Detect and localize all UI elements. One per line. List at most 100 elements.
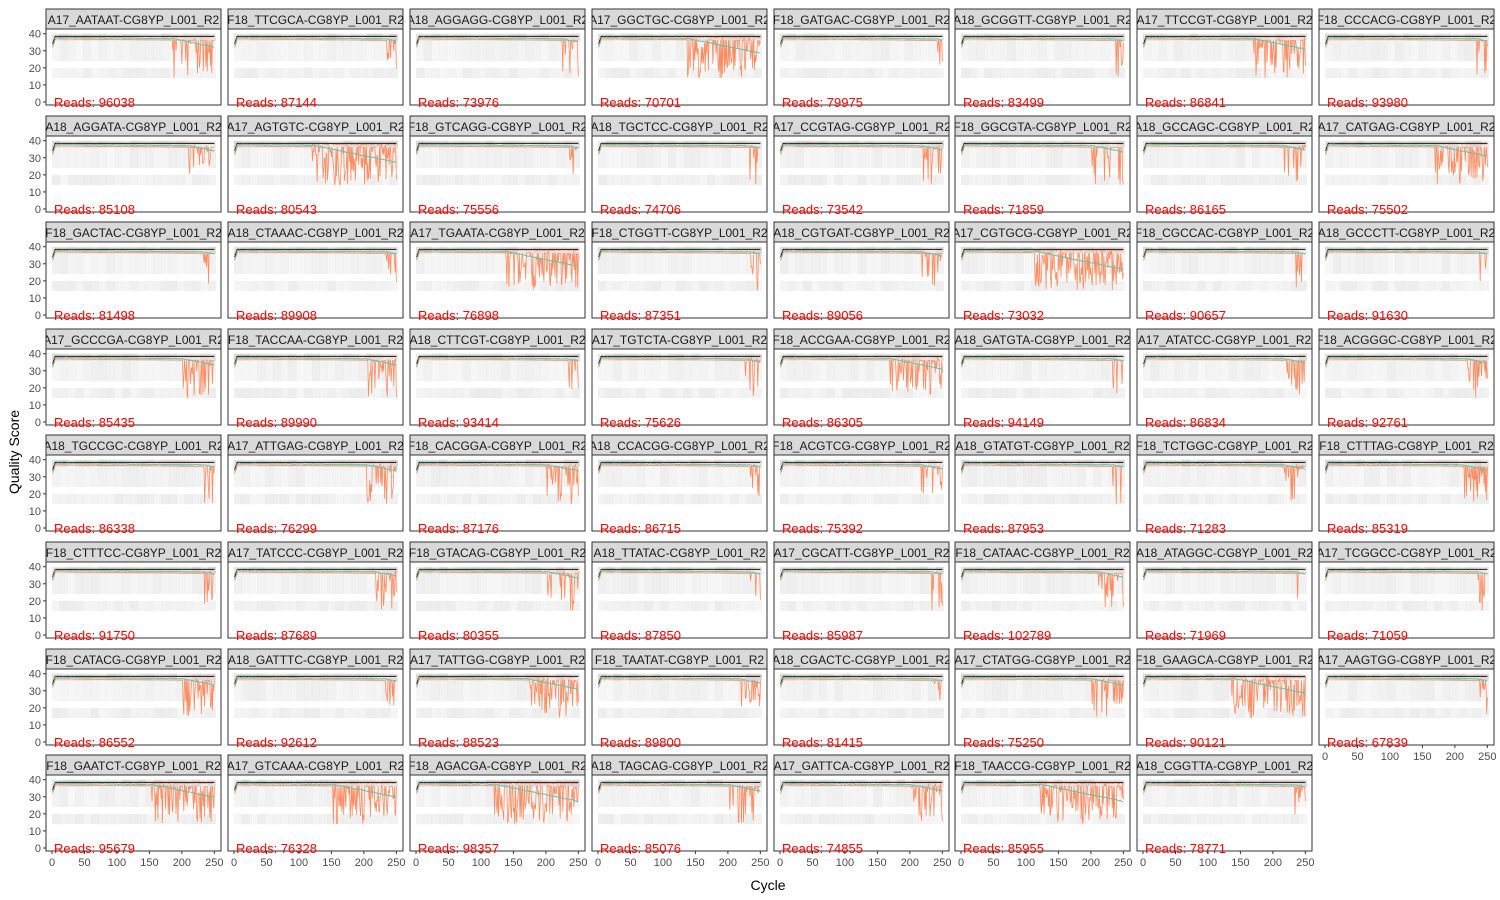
heatmap-cell	[556, 707, 565, 719]
heatmap-cell	[1426, 387, 1435, 399]
lower-quartile-line	[1143, 37, 1306, 78]
heatmap-cell	[961, 147, 970, 169]
heatmap-cell	[416, 707, 425, 719]
heatmap-cell	[1332, 573, 1341, 595]
heatmap-cell	[1054, 147, 1063, 169]
heatmap-cell	[168, 67, 177, 79]
heatmap-cell	[1116, 573, 1125, 595]
heatmap-cell	[1116, 280, 1125, 292]
heatmap-cell	[1348, 387, 1357, 399]
heatmap-cell	[501, 459, 510, 467]
heatmap-cell	[795, 466, 804, 488]
heatmap-cell	[423, 280, 432, 292]
heatmap-cell	[486, 360, 495, 382]
heatmap-cell	[1181, 600, 1191, 612]
heatmap-cell	[265, 147, 274, 169]
facet-strip-label: A18_AGGATA-CG8YP_L001_R2	[45, 120, 222, 134]
heatmap-cell	[374, 566, 383, 574]
heatmap-cell	[842, 174, 851, 186]
lower-quartile-line	[780, 678, 943, 701]
x-axis-title: Cycle	[750, 877, 785, 893]
heatmap-cell	[722, 253, 731, 275]
heatmap-cell	[652, 387, 661, 399]
heatmap-cell	[1332, 147, 1341, 169]
heatmap-cell	[707, 459, 716, 467]
heatmap-cell	[1205, 33, 1214, 41]
heatmap-cell	[1220, 779, 1230, 787]
heatmap-cell	[509, 600, 518, 612]
heatmap-cell	[1473, 707, 1482, 719]
heatmap-cell	[795, 387, 804, 399]
heatmap-cell	[272, 493, 282, 505]
heatmap-cell	[1363, 573, 1373, 595]
facet-strip-label: A17_GTCAAA-CG8YP_L001_R2	[227, 759, 405, 773]
heatmap-cell	[999, 493, 1009, 505]
heatmap-cell	[605, 40, 614, 62]
heatmap-cell	[234, 174, 243, 186]
heatmap-cell	[296, 387, 305, 399]
heatmap-cell	[350, 466, 359, 488]
heatmap-cell	[207, 813, 216, 825]
heatmap-cell	[59, 493, 68, 505]
heatmap-cell	[439, 253, 448, 275]
heatmap-cell	[1085, 280, 1094, 292]
heatmap-cell	[1031, 40, 1040, 62]
heatmap-cell	[1197, 40, 1206, 62]
heatmap-cell	[1325, 707, 1334, 719]
lower-quartile-line	[961, 145, 1124, 185]
heatmap-cell	[540, 459, 549, 467]
heatmap-cell	[145, 600, 154, 612]
heatmap-cell	[114, 680, 123, 702]
heatmap-cell	[525, 33, 534, 41]
heatmap-cell	[1205, 353, 1214, 361]
heatmap-cell	[122, 493, 131, 505]
heatmap-cell	[1213, 566, 1222, 574]
heatmap-cell	[1387, 680, 1396, 702]
heatmap-cell	[644, 140, 653, 148]
heatmap-cell	[1062, 360, 1071, 382]
heatmap-cell	[1298, 280, 1307, 292]
heatmap-cell	[834, 779, 843, 787]
heatmap-cell	[1150, 40, 1159, 62]
heatmap-cell	[683, 813, 692, 825]
heatmap-cell	[249, 67, 258, 79]
y-tick-label: 30	[29, 46, 41, 58]
heatmap-cell	[1093, 600, 1102, 612]
heatmap-cell	[1015, 174, 1024, 186]
heatmap-cell	[834, 600, 843, 612]
heatmap-cell	[992, 566, 1001, 574]
median-line	[780, 35, 943, 45]
reads-count-label: Reads: 86841	[1145, 95, 1226, 110]
heatmap-cell	[1291, 174, 1300, 186]
heatmap-cell	[889, 566, 898, 574]
heatmap-cell	[59, 466, 68, 488]
heatmap-cell	[168, 493, 177, 505]
heatmap-cell	[571, 147, 580, 169]
heatmap-cell	[423, 600, 432, 612]
mean-line	[416, 143, 579, 154]
reads-count-label: Reads: 88523	[418, 735, 499, 750]
heatmap-cell	[920, 600, 929, 612]
heatmap-cell	[968, 387, 977, 399]
heatmap-cell	[881, 673, 890, 681]
heatmap-cell	[1298, 600, 1307, 612]
heatmap-cell	[470, 147, 479, 169]
heatmap-cell	[486, 786, 495, 808]
heatmap-cell	[1205, 707, 1214, 719]
heatmap-cell	[343, 707, 352, 719]
heatmap-cell	[67, 707, 76, 719]
heatmap-cell	[83, 673, 92, 681]
lower-quartile-line	[416, 38, 579, 77]
heatmap-cell	[335, 493, 344, 505]
heatmap-cell	[1402, 493, 1412, 505]
heatmap-cell	[1038, 566, 1048, 574]
heatmap-cell	[621, 813, 630, 825]
heatmap-cell	[374, 673, 383, 681]
heatmap-cell	[1395, 673, 1404, 681]
heatmap-cell	[889, 786, 898, 808]
mean-line	[52, 568, 215, 580]
heatmap-cell	[517, 813, 526, 825]
heatmap-cell	[343, 566, 352, 574]
heatmap-cell	[540, 600, 549, 612]
heatmap-cell	[1275, 707, 1284, 719]
